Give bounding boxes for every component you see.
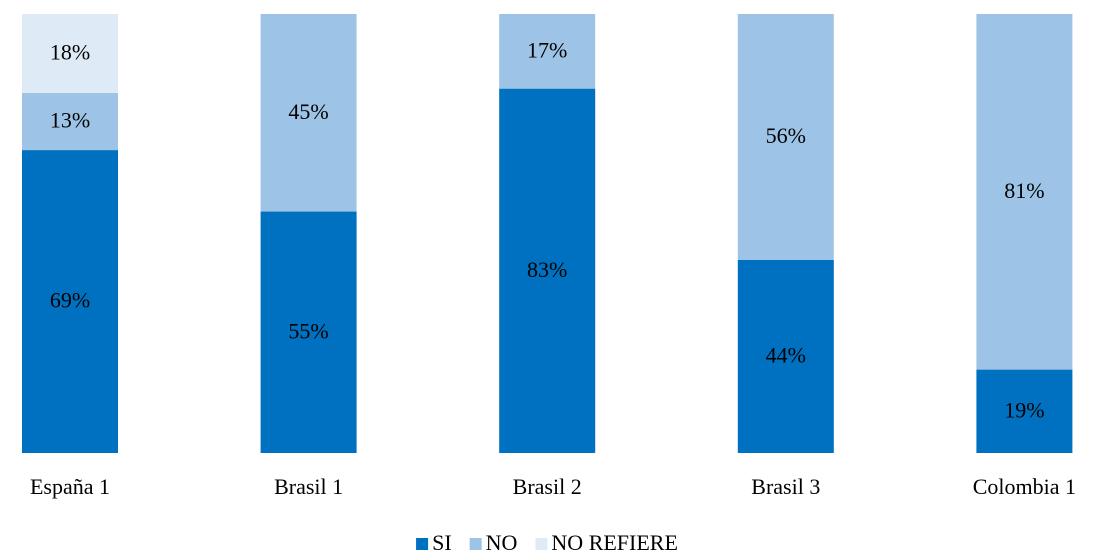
data-label: 45% xyxy=(288,99,328,124)
x-tick-label: Colombia 1 xyxy=(973,474,1076,499)
legend-label: NO xyxy=(486,530,518,555)
bar-segment xyxy=(976,369,1073,453)
data-label: 19% xyxy=(1004,397,1044,422)
bar-segment xyxy=(499,14,596,89)
data-label: 69% xyxy=(50,288,90,313)
data-label: 55% xyxy=(288,318,328,343)
data-label: 56% xyxy=(766,123,806,148)
x-tick-label: Brasil 3 xyxy=(751,474,820,499)
bar-segment xyxy=(737,14,834,260)
bar-segment xyxy=(737,259,834,453)
bar-segment xyxy=(22,14,118,94)
bar-segment xyxy=(260,14,357,212)
legend-label: NO REFIERE xyxy=(551,530,678,555)
legend-swatch xyxy=(469,538,482,550)
x-tick-label: Brasil 1 xyxy=(274,474,343,499)
legend-label: SI xyxy=(432,530,452,555)
data-label: 18% xyxy=(50,40,90,65)
data-label: 81% xyxy=(1004,178,1044,203)
bar-segment xyxy=(499,88,596,453)
x-tick-label: España 1 xyxy=(30,474,110,499)
bar-segment xyxy=(22,150,118,453)
bar-segment xyxy=(976,14,1073,370)
legend-swatch xyxy=(535,538,548,550)
bar-segment xyxy=(22,93,118,151)
data-label: 17% xyxy=(527,37,567,62)
data-label: 13% xyxy=(50,108,90,133)
bar-segment xyxy=(260,211,357,453)
data-label: 44% xyxy=(766,342,806,367)
data-label: 83% xyxy=(527,257,567,282)
legend-swatch xyxy=(416,538,429,550)
x-tick-label: Brasil 2 xyxy=(513,474,582,499)
